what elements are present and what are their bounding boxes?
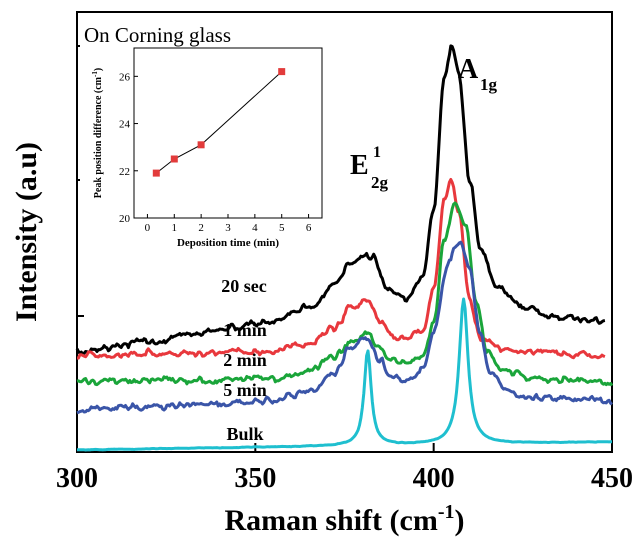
series-label: 1 min bbox=[223, 320, 267, 340]
inset-y-tick-label: 20 bbox=[119, 213, 131, 225]
series-line-2-min bbox=[76, 201, 614, 387]
inset-y-axis-label-close: ) bbox=[93, 68, 104, 71]
inset-data-point bbox=[170, 155, 178, 163]
x-axis-label-close: ) bbox=[454, 504, 464, 537]
peak-label-A1g: A bbox=[458, 54, 479, 85]
inset-background bbox=[80, 14, 325, 266]
inset-y-tick-label: 26 bbox=[119, 71, 131, 83]
series-label: 5 min bbox=[223, 380, 267, 400]
inset-x-tick-label: 1 bbox=[172, 222, 178, 234]
inset-x-tick-label: 0 bbox=[145, 222, 151, 234]
inset-data-point bbox=[152, 169, 160, 177]
inset-y-tick-label: 22 bbox=[119, 166, 130, 178]
inset-data-point bbox=[278, 68, 286, 76]
main-plot-series bbox=[75, 44, 614, 452]
inset-x-axis-label: Deposition time (min) bbox=[177, 237, 279, 249]
series-line-Bulk bbox=[76, 297, 613, 452]
inset-y-tick-label: 24 bbox=[119, 119, 131, 131]
series-line-20-sec bbox=[75, 44, 606, 356]
x-axis-label-superscript: -1 bbox=[438, 501, 455, 523]
x-tick-label: 450 bbox=[591, 463, 633, 494]
inset-plot: On Corning glass 0 1 2 3 4 5 6 20 22 24 26 Depositio… bbox=[80, 14, 325, 266]
series-label: Bulk bbox=[226, 424, 263, 444]
x-tick-label: 300 bbox=[56, 463, 98, 494]
peak-label-E2g-superscript: 1 bbox=[373, 144, 381, 161]
series-line-5-min bbox=[76, 240, 613, 415]
peak-label-E2g: E bbox=[350, 150, 369, 181]
inset-x-tick-label: 2 bbox=[198, 222, 204, 234]
inset-connecting-line bbox=[155, 71, 283, 174]
inset-x-tick-label: 5 bbox=[279, 222, 285, 234]
inset-x-tick-label: 4 bbox=[252, 222, 258, 234]
inset-title: On Corning glass bbox=[84, 23, 231, 47]
series-label: 2 min bbox=[223, 350, 267, 370]
x-tick-label: 400 bbox=[413, 463, 455, 494]
inset-x-tick-label: 3 bbox=[225, 222, 231, 234]
x-axis-label: Raman shift (cm-1) bbox=[225, 501, 465, 537]
x-tick-label: 350 bbox=[234, 463, 276, 494]
inset-y-axis-label-superscript: -1 bbox=[91, 71, 99, 77]
y-axis-label: Intensity (a.u) bbox=[10, 142, 43, 322]
peak-label-A1g-subscript: 1g bbox=[480, 75, 498, 94]
main-plot-labels: 20 sec 1 min 2 min 5 min Bulk E 1 2g A 1g bbox=[221, 54, 497, 444]
inset-y-axis-label: Peak position difference (cm-1) bbox=[91, 68, 104, 198]
inset-x-tick-label: 6 bbox=[306, 222, 312, 234]
peak-label-E2g-subscript: 2g bbox=[371, 173, 389, 192]
series-line-1-min bbox=[76, 178, 606, 360]
main-plot-frame bbox=[76, 11, 613, 453]
series-label: 20 sec bbox=[221, 276, 266, 296]
inset-data-point bbox=[197, 141, 205, 149]
